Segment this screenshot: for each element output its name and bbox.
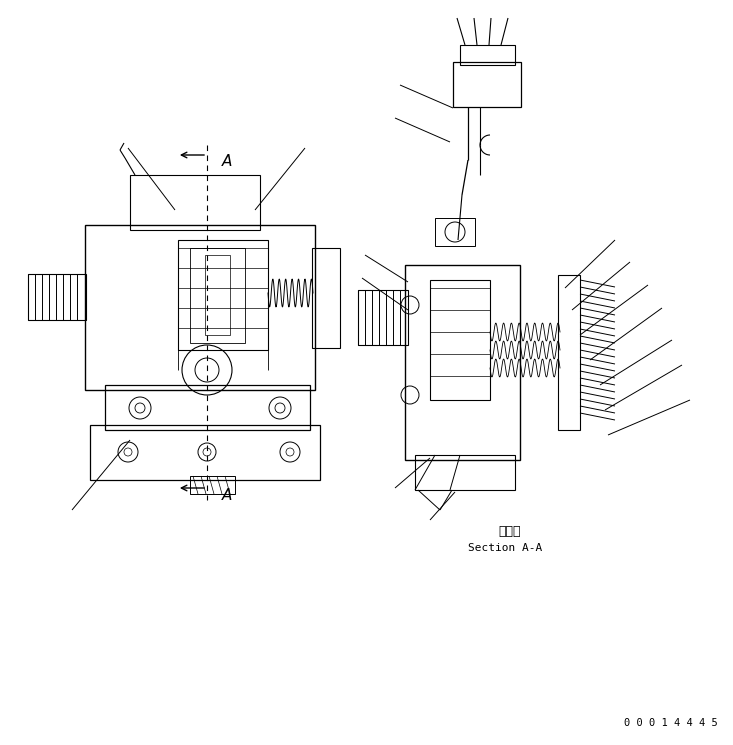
Text: A: A [222,154,232,170]
Bar [312,248,340,348]
Bar [105,385,310,430]
Bar [90,425,320,480]
Bar [190,476,235,494]
Text: Section A-A: Section A-A [468,543,542,553]
Bar [358,290,408,345]
Bar [453,62,521,107]
Bar [435,218,475,246]
Bar [85,225,315,390]
Bar [430,280,490,400]
Bar [558,275,580,430]
Text: 0 0 0 1 4 4 4 5: 0 0 0 1 4 4 4 5 [625,718,718,728]
Bar [405,265,520,460]
Text: A: A [222,487,232,502]
Text: 断　面: 断 面 [498,525,521,538]
Bar [460,45,515,65]
Bar [415,455,515,490]
Bar [190,248,245,343]
Bar [130,175,260,230]
Bar [28,274,86,320]
Bar [178,240,268,350]
Bar [205,255,230,335]
